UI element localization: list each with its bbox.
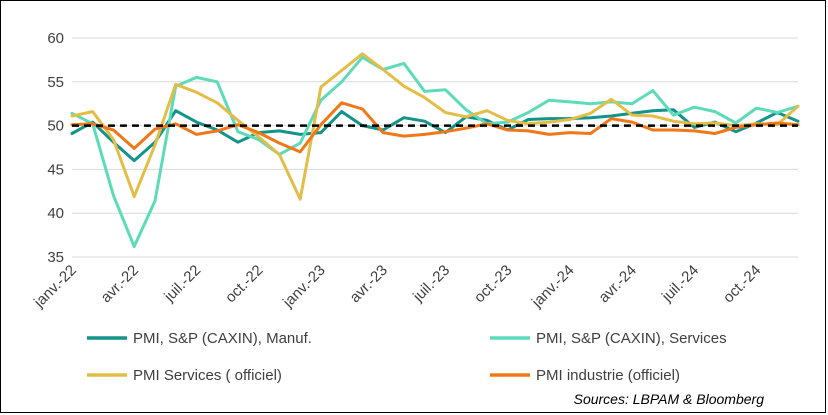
- y-axis: 60 55 50 45 40 35: [47, 30, 64, 266]
- x-tick-label: avr.-24: [595, 262, 639, 306]
- y-tick-label: 40: [47, 205, 64, 222]
- x-tick-label: juil.-22: [160, 262, 204, 306]
- series-line-2: [70, 55, 800, 248]
- y-tick-label: 35: [47, 249, 64, 266]
- x-tick-label: janv.-24: [528, 262, 578, 312]
- legend-label-3: PMI Services ( officiel): [133, 367, 282, 384]
- y-tick-label: 50: [47, 118, 64, 135]
- gridlines: [72, 37, 798, 258]
- source-note: Sources: LBPAM & Bloomberg: [574, 391, 765, 407]
- x-tick-label: janv.-22: [30, 262, 80, 312]
- x-tick-label: oct.-22: [222, 262, 266, 306]
- x-tick-label: avr.-23: [347, 262, 391, 306]
- y-tick-label: 45: [47, 161, 64, 178]
- y-tick-label: 60: [47, 30, 64, 47]
- series-line-3: [70, 52, 800, 201]
- x-axis: janv.-22 avr.-22 juil.-22 oct.-22 janv.-23 av…: [30, 262, 764, 312]
- series-lines: [70, 52, 800, 248]
- x-tick-label: juil.-23: [409, 262, 453, 306]
- legend-label-2: PMI, S&P (CAXIN), Services: [536, 330, 727, 347]
- x-tick-label: oct.-23: [471, 262, 515, 306]
- x-tick-label: juil.-24: [658, 262, 702, 306]
- series-line-4: [70, 101, 800, 154]
- legend: PMI, S&P (CAXIN), Manuf. PMI, S&P (CAXIN)…: [87, 330, 727, 384]
- series-line-1: [70, 108, 800, 163]
- y-tick-label: 55: [47, 74, 64, 91]
- x-tick-label: avr.-22: [98, 262, 142, 306]
- x-tick-label: oct.-24: [720, 262, 764, 306]
- x-tick-label: janv.-23: [279, 262, 329, 312]
- legend-label-1: PMI, S&P (CAXIN), Manuf.: [133, 330, 312, 347]
- legend-label-4: PMI industrie (officiel): [536, 367, 680, 384]
